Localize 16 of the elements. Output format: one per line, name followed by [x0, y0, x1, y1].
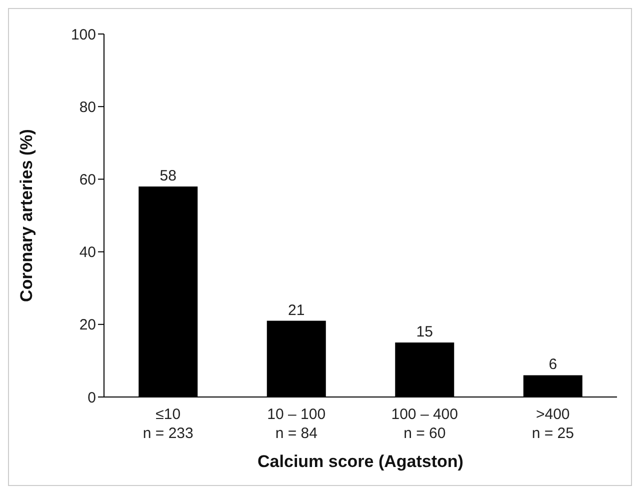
data-label: 58	[160, 167, 176, 184]
y-tick-label: 100	[70, 26, 96, 44]
data-label: 15	[416, 324, 433, 341]
y-tick-label: 60	[79, 172, 96, 189]
data-label: 21	[288, 302, 305, 319]
y-axis-title: Coronary arteries (%)	[17, 129, 36, 302]
x-axis-title: Calcium score (Agatston)	[258, 452, 464, 472]
data-label: 6	[548, 356, 558, 374]
y-tick-label: 80	[79, 98, 96, 116]
x-tick-label: ≤10 n = 233	[142, 406, 194, 442]
y-tick-label: 20	[79, 316, 96, 334]
x-tick-label: >400 n = 25	[532, 406, 574, 442]
y-tick-label: 0	[88, 389, 96, 406]
x-tick-label: 100 – 400 n = 60	[391, 406, 458, 442]
x-tick-label: 10 – 100 n = 84	[267, 406, 326, 442]
y-tick-label: 40	[79, 244, 96, 262]
